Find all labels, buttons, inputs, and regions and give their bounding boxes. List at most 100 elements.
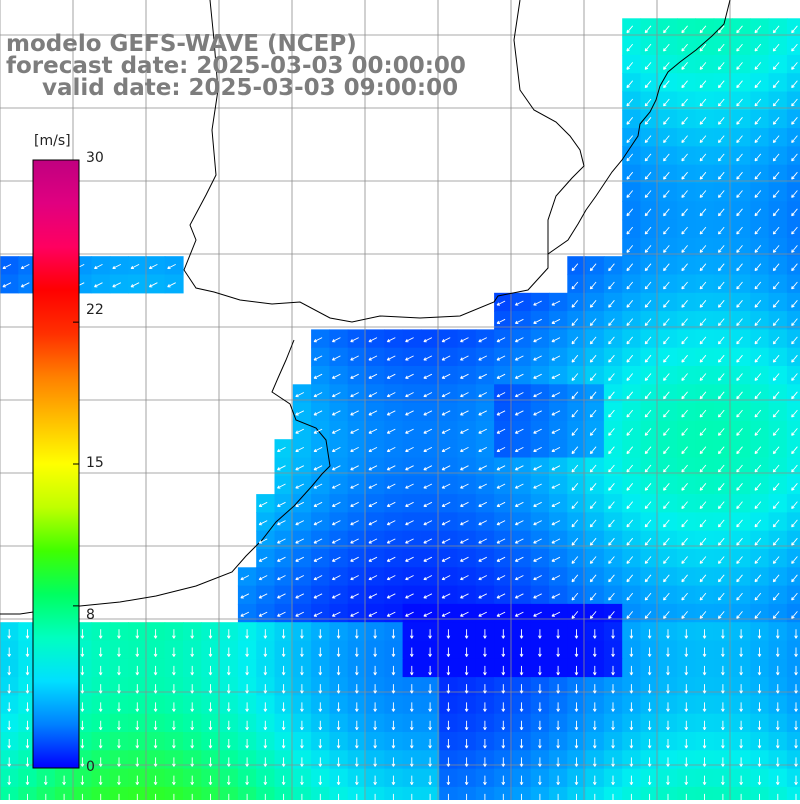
wind-arrow xyxy=(496,318,506,324)
wind-speed-cell xyxy=(786,439,800,459)
wind-arrow xyxy=(681,354,688,363)
wind-arrow xyxy=(699,373,707,381)
wind-arrow xyxy=(441,483,451,489)
wind-arrow xyxy=(478,446,488,453)
wind-arrow xyxy=(757,629,762,639)
wind-arrow xyxy=(300,775,304,786)
wind-arrow xyxy=(460,556,469,562)
wind-speed-cell xyxy=(786,695,800,715)
wind-arrow xyxy=(355,739,359,749)
wind-arrow xyxy=(663,519,670,528)
wind-arrow xyxy=(681,171,688,180)
wind-arrow xyxy=(514,556,524,562)
wind-arrow xyxy=(7,629,11,639)
wind-arrow xyxy=(717,336,725,345)
wind-arrow xyxy=(446,647,451,657)
wind-arrow xyxy=(556,739,560,749)
wind-arrow xyxy=(331,465,341,471)
wind-arrow xyxy=(318,629,323,639)
wind-arrow xyxy=(208,665,213,676)
wind-arrow xyxy=(629,665,634,676)
wind-arrow xyxy=(589,391,597,400)
wind-arrow xyxy=(386,446,396,453)
wind-arrow xyxy=(117,665,121,676)
wind-arrow xyxy=(629,720,634,731)
wind-arrow xyxy=(350,593,359,599)
wind-arrow xyxy=(626,171,634,180)
wind-arrow xyxy=(514,501,524,507)
wind-arrow xyxy=(460,611,469,617)
wind-arrow xyxy=(295,428,305,434)
wind-arrow xyxy=(208,720,213,731)
wind-arrow xyxy=(368,611,378,617)
wind-arrow xyxy=(663,501,670,510)
wind-arrow xyxy=(681,592,688,601)
wind-arrow xyxy=(626,98,634,107)
wind-arrow xyxy=(245,629,249,639)
wind-speed-cell xyxy=(786,128,800,147)
wind-arrow xyxy=(626,80,634,89)
wind-arrow xyxy=(405,483,414,489)
wind-arrow xyxy=(754,25,762,34)
wind-arrow xyxy=(428,684,432,694)
wind-arrow xyxy=(460,337,469,343)
wind-arrow xyxy=(717,245,725,253)
wind-arrow xyxy=(663,80,670,89)
wind-arrow xyxy=(739,629,743,639)
wind-arrow xyxy=(441,575,451,581)
wind-arrow xyxy=(592,647,597,657)
wind-arrow xyxy=(331,410,341,416)
wind-arrow xyxy=(313,575,323,581)
wind-arrow xyxy=(589,373,597,381)
wind-arrow xyxy=(681,318,688,327)
wind-arrow xyxy=(318,684,323,694)
wind-arrow xyxy=(446,629,451,639)
wind-arrow xyxy=(368,575,378,581)
wind-arrow xyxy=(409,720,414,731)
wind-arrow xyxy=(556,684,560,694)
wind-arrow xyxy=(350,446,359,453)
wind-arrow xyxy=(300,720,304,731)
wind-arrow xyxy=(208,775,213,786)
wind-arrow xyxy=(589,483,597,491)
wind-arrow xyxy=(647,757,652,767)
wind-arrow xyxy=(350,355,359,361)
wind-arrow xyxy=(736,171,743,180)
wind-arrow xyxy=(571,556,579,564)
wind-arrow xyxy=(681,25,688,34)
wind-arrow xyxy=(791,62,798,70)
wind-arrow xyxy=(791,263,798,272)
wind-arrow xyxy=(331,355,341,361)
wind-arrow xyxy=(663,464,670,473)
wind-arrow xyxy=(772,464,780,473)
wind-arrow xyxy=(483,775,487,786)
wind-arrow xyxy=(644,318,652,327)
wind-arrow xyxy=(791,300,798,308)
wind-arrow xyxy=(663,281,670,290)
wind-arrow xyxy=(226,629,231,639)
wind-arrow xyxy=(405,501,414,507)
wind-arrow xyxy=(551,373,561,379)
wind-arrow xyxy=(258,593,268,599)
wind-arrow xyxy=(699,483,707,491)
wind-arrow xyxy=(644,43,652,52)
wind-arrow xyxy=(551,611,561,617)
wind-arrow xyxy=(699,62,707,70)
wind-arrow xyxy=(626,611,634,619)
wind-speed-cell xyxy=(786,237,800,257)
wind-arrow xyxy=(368,337,378,343)
wind-arrow xyxy=(684,757,689,767)
wind-arrow xyxy=(556,775,560,786)
wind-arrow xyxy=(172,629,176,639)
wind-arrow xyxy=(258,520,268,526)
wind-arrow xyxy=(791,446,798,455)
wind-arrow xyxy=(663,135,670,144)
wind-speed-cell xyxy=(786,402,800,422)
wind-arrow xyxy=(350,337,359,343)
wind-arrow xyxy=(663,98,670,107)
wind-arrow xyxy=(405,538,414,544)
wind-arrow xyxy=(721,702,725,712)
wind-arrow xyxy=(460,373,469,379)
wind-arrow xyxy=(772,592,780,601)
wind-arrow xyxy=(608,263,615,272)
